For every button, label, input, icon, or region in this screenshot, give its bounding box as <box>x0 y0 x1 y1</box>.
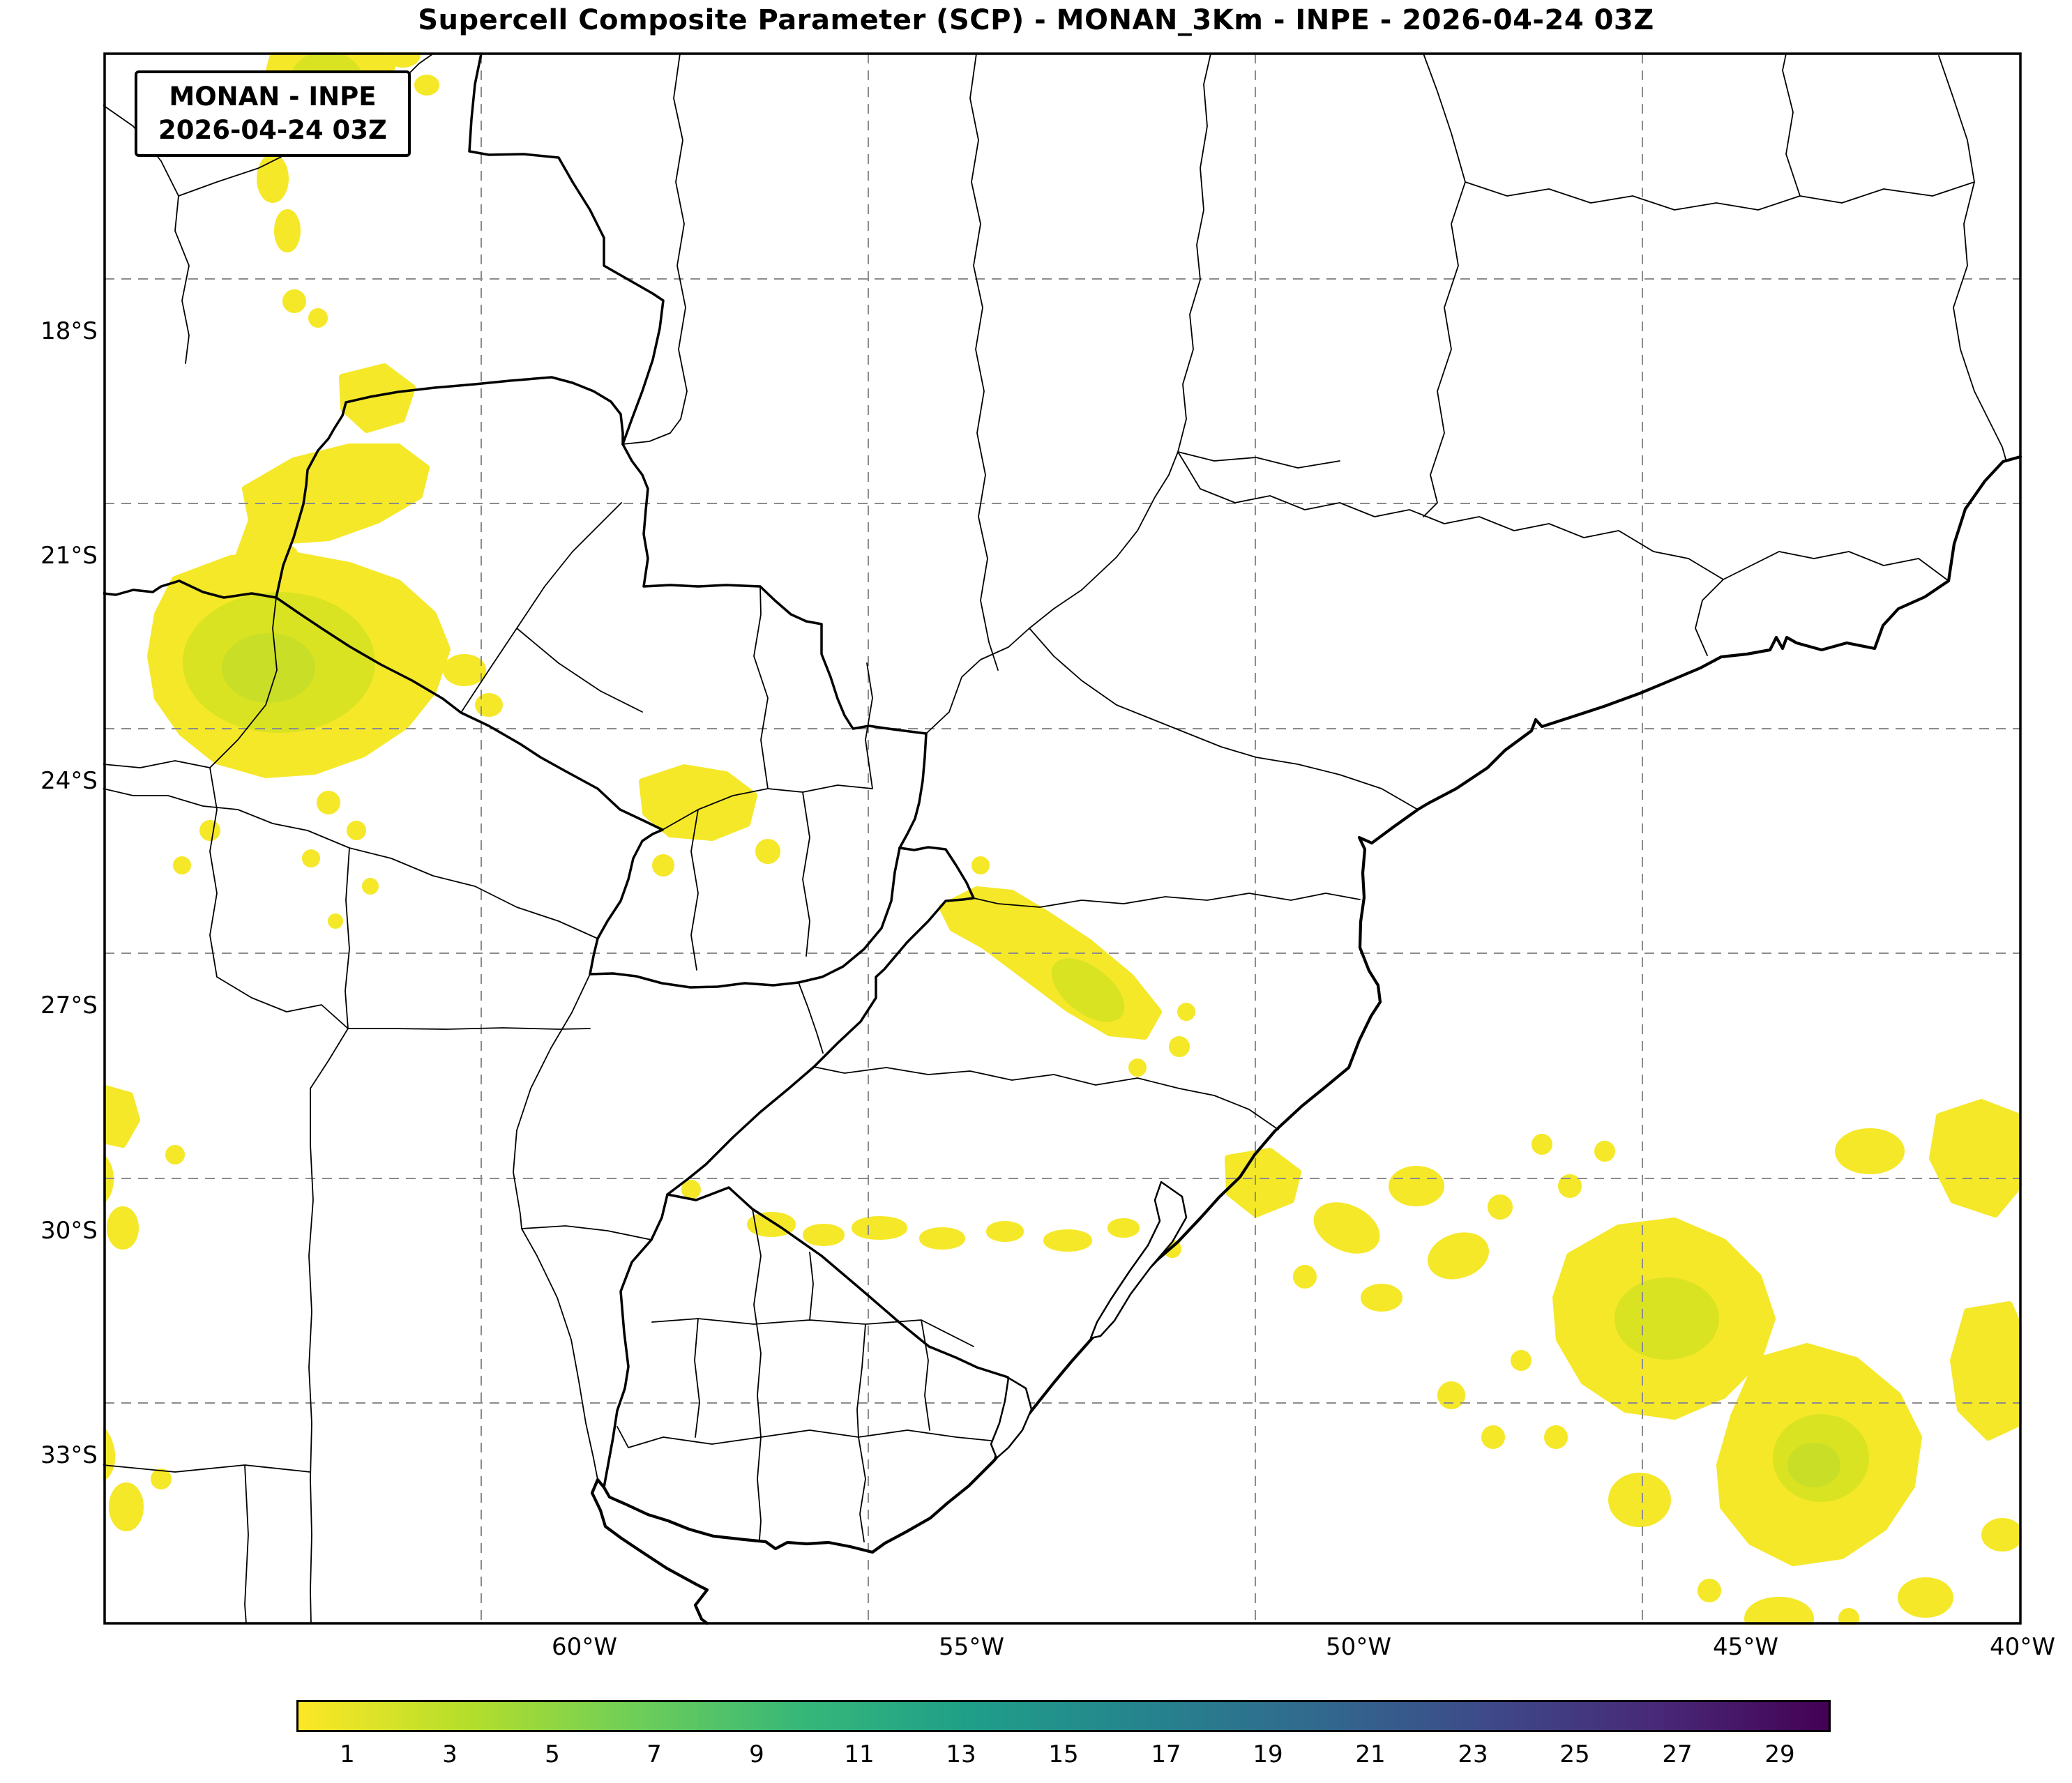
colorbar-tick-label: 5 <box>545 1740 560 1768</box>
scp-contour-layer <box>54 26 2023 1640</box>
scp-colorbar <box>296 1700 1831 1732</box>
map-area: MONAN - INPE 2026-04-24 03Z <box>54 26 2023 1640</box>
colorbar-tick-label: 9 <box>749 1740 764 1768</box>
colorbar-tick-label: 25 <box>1559 1740 1590 1768</box>
brazil-state-borders <box>622 53 2007 1130</box>
colorbar-tick-label: 11 <box>844 1740 875 1768</box>
lon-tick-label: 55°W <box>939 1633 1004 1661</box>
lat-tick-label: 30°S <box>40 1217 98 1245</box>
lat-tick-label: 33°S <box>40 1441 98 1469</box>
colorbar-tick-label: 29 <box>1764 1740 1795 1768</box>
lon-tick-label: 60°W <box>552 1633 617 1661</box>
colorbar-tick-label: 17 <box>1151 1740 1181 1768</box>
graticule-grid <box>105 54 2020 1623</box>
colorbar-tick-label: 27 <box>1662 1740 1693 1768</box>
bolivia-argentina-border <box>102 579 278 599</box>
colorbar-tick-label: 19 <box>1253 1740 1283 1768</box>
paraguay-bolivia-border <box>275 376 624 599</box>
colorbar-tick-label: 7 <box>646 1740 662 1768</box>
model-name: MONAN - INPE <box>169 82 377 112</box>
colorbar-tick-label: 23 <box>1458 1740 1488 1768</box>
argentina-brazil-border <box>666 846 975 1196</box>
argentina-province-borders <box>103 597 824 1624</box>
lagoa-dos-patos <box>1089 1181 1188 1340</box>
map-canvas <box>54 26 2023 1640</box>
lat-tick-label: 27°S <box>40 992 98 1019</box>
lat-tick-label: 21°S <box>40 542 98 570</box>
paraguay-department-borders <box>460 502 873 971</box>
paraguay-argentina-border <box>275 596 901 989</box>
colorbar-tick-label: 3 <box>442 1740 457 1768</box>
state-borders <box>103 53 2007 1624</box>
model-info-box: MONAN - INPE 2026-04-24 03Z <box>135 70 411 158</box>
colorbar-tick-label: 1 <box>340 1740 355 1768</box>
page-title: Supercell Composite Parameter (SCP) - MO… <box>418 4 1654 36</box>
colorbar-tick-label: 21 <box>1355 1740 1386 1768</box>
lon-tick-label: 50°W <box>1326 1633 1391 1661</box>
bolivia-brazil-border <box>468 52 665 446</box>
country-borders <box>102 52 2022 1625</box>
brazil-uruguay-border <box>666 1186 1020 1462</box>
lat-tick-label: 18°S <box>40 317 98 345</box>
lagoa-mirim <box>990 1376 1033 1459</box>
uruguay-department-borders <box>617 1208 992 1542</box>
lon-tick-label: 40°W <box>1990 1633 2055 1661</box>
atlantic-coastline <box>590 455 2022 1625</box>
colorbar-tick-label: 15 <box>1048 1740 1079 1768</box>
paraguay-brazil-border <box>621 443 928 849</box>
lat-tick-label: 24°S <box>40 767 98 795</box>
parana-river <box>513 973 598 1480</box>
model-run-time: 2026-04-24 03Z <box>158 115 387 146</box>
map-frame <box>103 52 2022 1625</box>
argentina-uruguay-border <box>603 1193 669 1489</box>
colorbar-tick-label: 13 <box>946 1740 976 1768</box>
lon-tick-label: 45°W <box>1713 1633 1778 1661</box>
